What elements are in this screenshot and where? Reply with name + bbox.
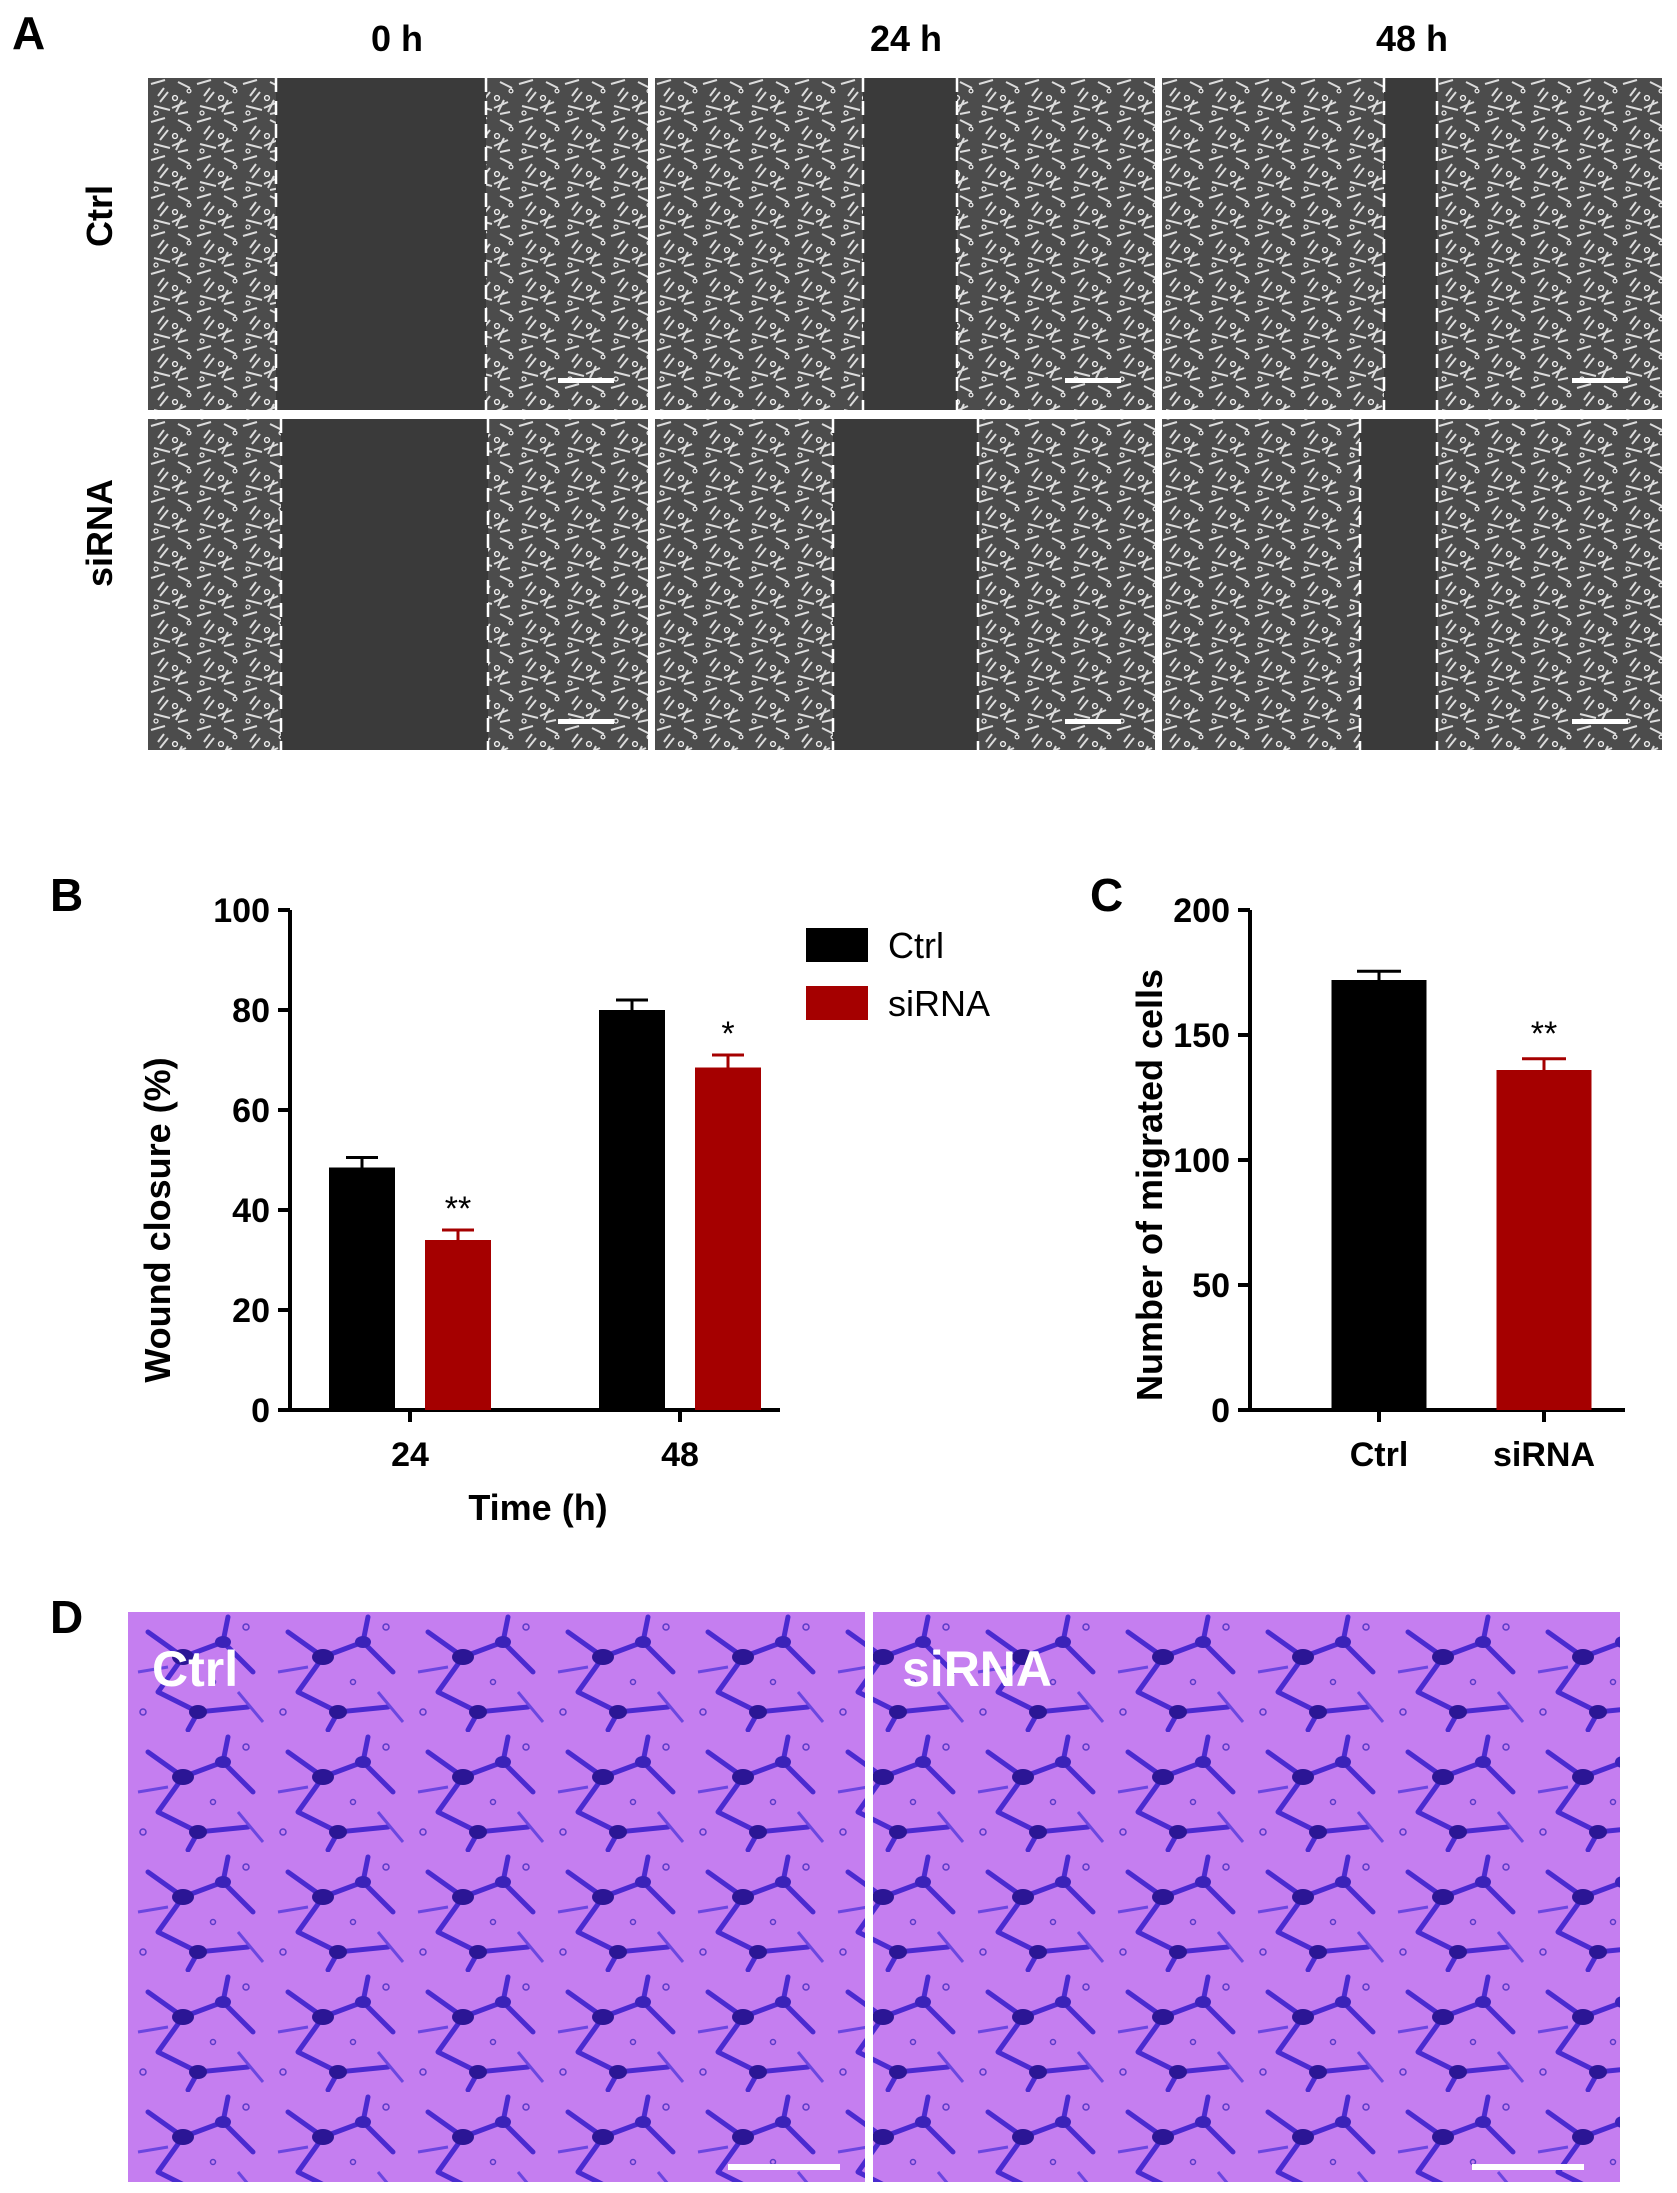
b-x-tick-label: 48: [661, 1436, 699, 1474]
scale-bar: [1572, 719, 1628, 724]
row-header-ctrl: Ctrl: [79, 185, 120, 247]
c-x-tick-label: siRNA: [1493, 1436, 1595, 1474]
b-bar-sirna-48: [695, 1067, 761, 1410]
wound-gap: [833, 419, 978, 750]
transwell-stain-images: [128, 1612, 1620, 2182]
wound-gap: [281, 419, 488, 750]
b-y-tick-label: 60: [232, 1092, 270, 1130]
scale-bar: [1065, 378, 1121, 383]
b-y-tick-label: 100: [213, 892, 270, 930]
c-y-tick-label: 50: [1192, 1267, 1230, 1305]
c-y-tick-label: 200: [1173, 892, 1230, 930]
b-legend-label-ctrl: Ctrl: [888, 925, 944, 966]
wound-gap: [1360, 419, 1437, 750]
panel-b-letter: B: [50, 869, 84, 921]
b-x-tick-label: 24: [391, 1436, 429, 1474]
b-x-axis-label: Time (h): [468, 1487, 607, 1528]
column-header-0h: 0 h: [370, 18, 423, 59]
stain-label-ctrl: Ctrl: [152, 1641, 239, 1697]
stain-label-sirna: siRNA: [902, 1641, 1053, 1697]
b-legend-swatch-ctrl: [806, 928, 868, 962]
column-header-48h: 48 h: [1375, 18, 1449, 59]
b-bar-sirna-24: [425, 1240, 491, 1410]
column-header-24h: 24 h: [869, 18, 943, 59]
b-significance-mark: *: [721, 1015, 734, 1053]
scale-bar: [558, 378, 614, 383]
b-y-axis-label: Wound closure (%): [137, 1057, 178, 1382]
scale-bar: [1572, 378, 1628, 383]
b-legend-label-sirna: siRNA: [888, 983, 990, 1024]
panel-a-letter: A: [12, 7, 46, 59]
b-significance-mark: **: [445, 1190, 471, 1228]
c-y-axis-label: Number of migrated cells: [1129, 969, 1170, 1401]
b-bar-ctrl-24: [329, 1167, 395, 1410]
panel-c-letter: C: [1090, 869, 1124, 921]
b-legend-swatch-sirna: [806, 986, 868, 1020]
b-y-tick-label: 0: [251, 1392, 270, 1430]
migrated-cells-chart: Number of migrated cells 0 50 100 150 200 Ctr…: [1129, 892, 1625, 1474]
b-bar-ctrl-48: [599, 1010, 665, 1410]
scratch-assay-micrographs: [148, 78, 1662, 750]
wound-closure-chart: Wound closure (%) Time (h) 0 20 40 60 80 100 2…: [137, 892, 990, 1528]
wound-gap: [863, 78, 957, 410]
c-y-tick-label: 0: [1211, 1392, 1230, 1430]
c-bar-ctrl: [1331, 980, 1427, 1410]
c-bar-sirna: [1496, 1070, 1592, 1410]
scale-bar: [1065, 719, 1121, 724]
row-header-sirna: siRNA: [79, 478, 120, 588]
c-y-tick-label: 100: [1173, 1142, 1230, 1180]
wound-gap: [276, 78, 486, 410]
b-y-tick-label: 80: [232, 992, 270, 1030]
panel-d-letter: D: [50, 1591, 84, 1643]
b-y-tick-label: 20: [232, 1292, 270, 1330]
c-y-tick-label: 150: [1173, 1017, 1230, 1055]
scale-bar: [558, 719, 614, 724]
wound-gap: [1384, 78, 1437, 410]
c-significance-mark: **: [1531, 1015, 1557, 1053]
c-x-tick-label: Ctrl: [1350, 1436, 1409, 1474]
b-y-tick-label: 40: [232, 1192, 270, 1230]
